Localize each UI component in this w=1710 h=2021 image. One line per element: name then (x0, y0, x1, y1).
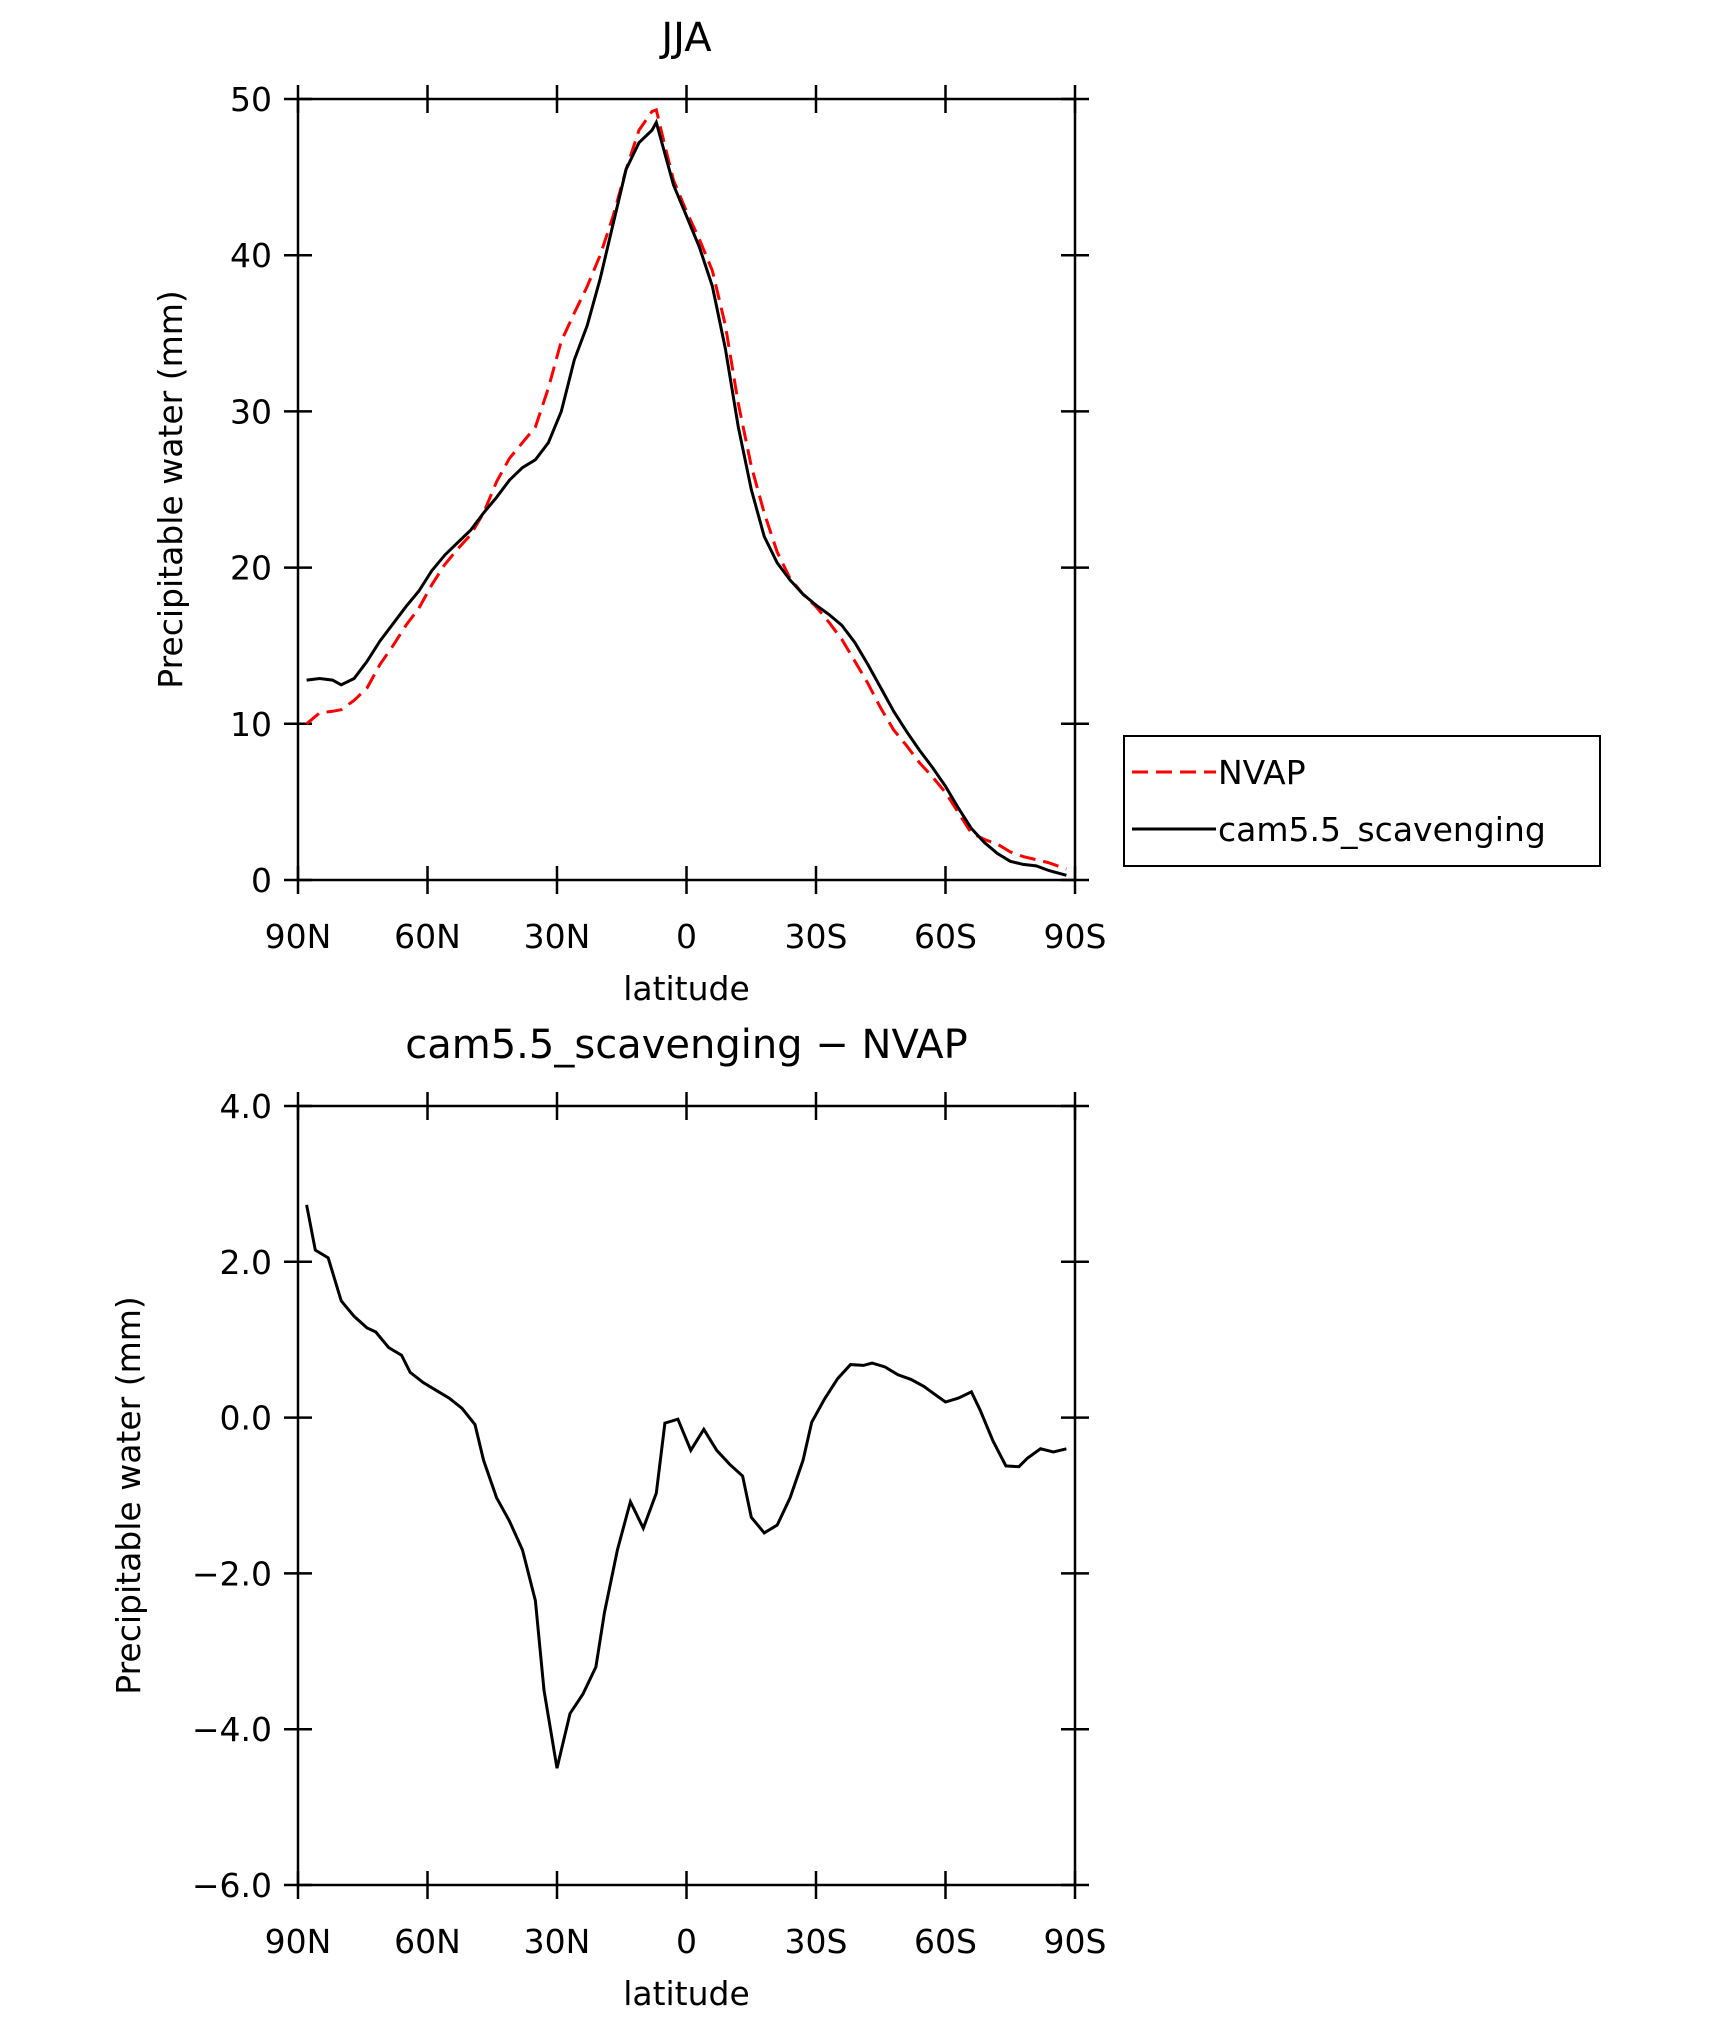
x-axis-label: latitude (623, 969, 750, 1008)
legend-box (1123, 735, 1601, 867)
x-tick-label: 90N (265, 917, 332, 956)
x-tick-label: 90S (1044, 917, 1107, 956)
x-tick-label: 30S (785, 1922, 848, 1961)
x-tick-label: 90S (1044, 1922, 1107, 1961)
y-tick-label: −6.0 (192, 1866, 272, 1905)
x-tick-label: 60N (394, 917, 461, 956)
y-axis-label: Precipitable water (mm) (109, 1296, 148, 1695)
line-series (305, 107, 1067, 871)
x-axis-label: latitude (623, 1974, 750, 2013)
x-tick-label: 0 (676, 1922, 697, 1961)
x-tick-label: 60S (914, 1922, 977, 1961)
y-tick-label: 2.0 (220, 1243, 272, 1282)
line-series (306, 118, 1067, 877)
y-tick-label: 40 (230, 236, 272, 275)
x-tick-label: 30S (785, 917, 848, 956)
y-tick-label: 50 (230, 80, 272, 119)
x-tick-label: 0 (676, 917, 697, 956)
chart-title: cam5.5_scavenging − NVAP (405, 1022, 967, 1068)
y-axis-label: Precipitable water (mm) (151, 290, 190, 689)
y-tick-label: 4.0 (220, 1087, 272, 1126)
x-tick-label: 60S (914, 917, 977, 956)
y-tick-label: 20 (230, 549, 272, 588)
y-tick-label: 10 (230, 705, 272, 744)
legend-label: cam5.5_scavenging (1218, 810, 1546, 849)
x-tick-label: 30N (524, 917, 591, 956)
plot-frame (296, 1104, 1077, 1887)
chart-title: JJA (658, 15, 712, 61)
x-tick-label: 30N (524, 1922, 591, 1961)
y-tick-label: 30 (230, 392, 272, 431)
y-tick-label: 0.0 (220, 1399, 272, 1438)
x-tick-label: 90N (265, 1922, 332, 1961)
legend-label: NVAP (1218, 753, 1306, 792)
x-tick-label: 60N (394, 1922, 461, 1961)
y-tick-label: −2.0 (192, 1554, 272, 1593)
y-tick-label: −4.0 (192, 1710, 272, 1749)
line-series (305, 1204, 1067, 1769)
y-tick-label: 0 (251, 861, 272, 900)
